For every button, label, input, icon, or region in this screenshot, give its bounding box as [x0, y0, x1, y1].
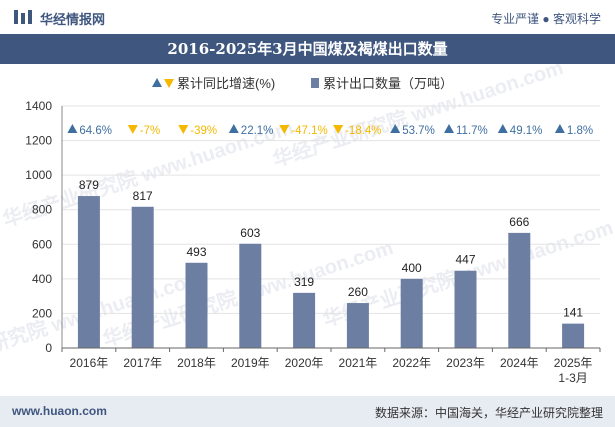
- bar: [131, 206, 154, 348]
- growth-label: 22.1%: [241, 125, 274, 137]
- bar-value-label: 447: [455, 253, 475, 267]
- growth-up-triangle-icon: [67, 124, 78, 133]
- growth-up-triangle-icon: [390, 124, 401, 133]
- bar-value-label: 817: [133, 189, 153, 203]
- y-tick-label: 0: [45, 341, 52, 355]
- legend-down-triangle-icon: [164, 79, 174, 88]
- growth-label: -39%: [190, 125, 217, 137]
- top-bar: 华经情报网 专业严谨 ● 客观科学: [0, 0, 615, 34]
- bar: [346, 303, 369, 348]
- legend-bar-swatch: [311, 78, 319, 88]
- x-tick-label: 2024年: [500, 356, 539, 370]
- x-tick-label: 2017年: [123, 356, 162, 370]
- x-axis: 2016年 2017年 2018年 2019年 2020年 2021年 2022年 2023年…: [61, 347, 601, 385]
- brand-name: 华经情报网: [40, 12, 106, 27]
- growth-label: 49.1%: [510, 125, 543, 137]
- growth-label: 11.7%: [456, 125, 488, 137]
- legend-up-triangle-icon: [152, 78, 162, 87]
- growth-down-triangle-icon: [279, 125, 290, 134]
- bar: [400, 278, 423, 348]
- growth-label: -18.4%: [345, 125, 381, 137]
- bar: [293, 292, 316, 348]
- growth-up-triangle-icon: [444, 124, 454, 133]
- watermark-text: 华经产业研究院 www.huaon.com: [270, 55, 566, 172]
- growth-down-triangle-icon: [333, 125, 344, 134]
- growth-down-triangle-icon: [127, 125, 138, 134]
- growth-label: -7%: [140, 125, 160, 137]
- slogan: 专业严谨 ● 客观科学: [491, 12, 601, 26]
- x-tick-label: 2019年: [231, 356, 270, 370]
- bar: [562, 323, 585, 348]
- y-axis: 0 200 400 600 800 1000 1200 1400: [25, 99, 63, 355]
- y-tick-label: 1400: [25, 99, 52, 113]
- bar-value-label: 319: [294, 275, 314, 289]
- legend-growth-label: 累计同比增速(%): [177, 76, 275, 91]
- x-tick-label: 2018年: [177, 356, 216, 370]
- website-link[interactable]: www.huaon.com: [12, 404, 107, 418]
- x-tick-label: 2023年: [446, 356, 485, 370]
- legend: 累计同比增速(%) 累计出口数量（万吨）: [152, 76, 453, 91]
- growth-label: 1.8%: [567, 125, 593, 137]
- growth-label: 53.7%: [402, 125, 435, 137]
- bar: [239, 243, 262, 348]
- bar-value-label: 260: [348, 285, 368, 299]
- bar-value-label: 879: [79, 178, 99, 192]
- y-tick-label: 1000: [25, 168, 52, 182]
- logo-icon: [14, 10, 32, 24]
- growth-down-triangle-icon: [178, 125, 189, 134]
- bar: [77, 196, 100, 348]
- footer: www.huaon.com 数据来源：中国海关，华经产业研究院整理: [0, 396, 615, 427]
- growth-row: 64.6% -7% -39% 22.1% -47.1% -18.4% 53.7% 11.7% 4…: [67, 124, 593, 137]
- legend-value-label: 累计出口数量（万吨）: [323, 76, 453, 91]
- growth-up-triangle-icon: [554, 124, 565, 133]
- y-tick-label: 800: [32, 203, 52, 217]
- bar-value-label: 493: [186, 245, 206, 259]
- growth-label: -47.1%: [291, 125, 327, 137]
- bar: [508, 232, 531, 348]
- chart-title: 2016-2025年3月中国煤及褐煤出口数量: [0, 34, 615, 64]
- y-tick-label: 600: [32, 237, 52, 251]
- bar-value-label: 603: [240, 226, 260, 240]
- bar-value-label: 141: [563, 306, 583, 320]
- x-tick-label: 2021年: [339, 356, 378, 370]
- y-tick-label: 200: [32, 306, 52, 320]
- growth-up-triangle-icon: [497, 124, 508, 133]
- data-source: 数据来源：中国海关，华经产业研究院整理: [374, 406, 603, 420]
- bars: 879 817 493 603 319 260 400 447 666 141: [77, 178, 585, 348]
- x-tick-label: 2025年 1-3月: [554, 356, 593, 385]
- bar-value-label: 400: [402, 261, 422, 275]
- growth-up-triangle-icon: [228, 124, 239, 133]
- x-tick-label: 2016年: [70, 356, 109, 370]
- y-tick-label: 1200: [25, 134, 52, 148]
- growth-label: 64.6%: [79, 125, 112, 137]
- bar-value-label: 666: [509, 215, 529, 229]
- x-tick-label: 2022年: [392, 356, 431, 370]
- bar: [185, 262, 208, 348]
- x-tick-label: 2020年: [285, 356, 324, 370]
- bar: [454, 270, 477, 348]
- y-tick-label: 400: [32, 272, 52, 286]
